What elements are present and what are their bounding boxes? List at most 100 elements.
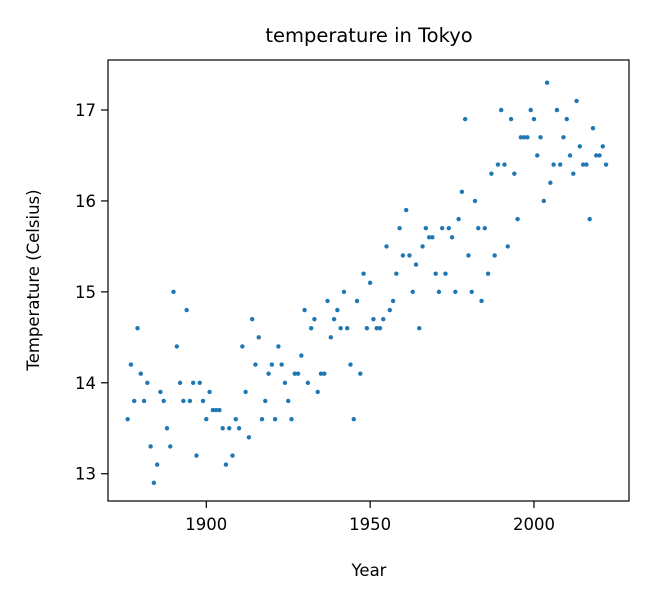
data-point — [292, 371, 297, 376]
data-point — [256, 335, 261, 340]
data-point — [515, 216, 520, 222]
data-point — [263, 398, 268, 404]
data-point — [407, 253, 412, 258]
data-point — [227, 426, 232, 431]
data-point — [584, 162, 589, 167]
data-point — [354, 298, 360, 304]
data-point — [207, 389, 212, 395]
data-point — [462, 116, 468, 122]
data-point — [403, 207, 409, 213]
data-point — [597, 153, 602, 158]
data-point — [381, 316, 386, 322]
data-point — [433, 271, 438, 276]
data-point — [521, 135, 527, 140]
data-point — [190, 380, 196, 385]
data-point — [364, 326, 370, 331]
data-point — [158, 389, 163, 395]
data-point — [312, 316, 317, 322]
data-point — [603, 162, 609, 167]
data-point — [557, 162, 563, 167]
data-point — [289, 416, 294, 422]
data-point — [305, 380, 311, 385]
data-point — [508, 116, 514, 122]
data-point — [246, 435, 252, 440]
data-point — [335, 307, 340, 313]
data-point — [154, 462, 160, 467]
y-tick-label: 16 — [75, 192, 96, 211]
data-point — [171, 289, 176, 295]
data-point — [544, 80, 550, 85]
data-point — [594, 153, 599, 158]
data-point — [276, 344, 281, 349]
data-point — [580, 162, 586, 167]
data-point — [194, 453, 199, 458]
data-point — [135, 326, 140, 331]
data-point — [505, 244, 510, 249]
y-tick-label: 14 — [75, 374, 96, 393]
data-point — [302, 307, 307, 313]
data-point — [489, 171, 494, 176]
data-point — [367, 280, 373, 285]
x-tick-label: 1950 — [349, 515, 391, 534]
data-point — [318, 371, 324, 376]
data-point — [132, 398, 137, 404]
data-point — [249, 316, 255, 322]
data-point — [466, 253, 471, 258]
y-tick-label: 17 — [75, 101, 96, 120]
data-point — [485, 271, 491, 276]
data-point — [551, 162, 556, 167]
y-axis-label: Temperature (Celsius) — [24, 189, 43, 371]
data-point — [446, 226, 451, 231]
data-point — [282, 380, 288, 385]
data-point — [574, 98, 579, 104]
data-point — [299, 353, 304, 358]
data-point — [499, 107, 504, 113]
data-point — [571, 171, 576, 176]
data-point — [400, 253, 406, 258]
plot-frame — [107, 59, 630, 502]
data-point — [361, 271, 366, 276]
data-point — [397, 226, 402, 231]
data-point — [440, 226, 445, 231]
y-tick-label: 15 — [75, 283, 96, 302]
data-point — [295, 371, 301, 376]
data-point — [413, 262, 419, 267]
data-point — [384, 244, 389, 249]
y-tick-label: 13 — [75, 465, 96, 484]
data-point — [495, 162, 501, 167]
data-point — [528, 107, 533, 113]
data-point — [233, 416, 238, 422]
data-point — [279, 362, 284, 367]
data-point — [420, 244, 425, 249]
data-point — [230, 453, 235, 458]
data-point — [259, 416, 265, 422]
data-point — [345, 326, 350, 331]
data-point — [177, 380, 183, 385]
data-point — [217, 407, 222, 413]
data-point — [141, 398, 147, 404]
data-point — [541, 198, 547, 204]
data-point — [538, 135, 543, 140]
data-point — [253, 362, 258, 367]
data-point — [548, 180, 553, 185]
data-point — [204, 416, 209, 422]
data-point — [351, 416, 356, 422]
data-point — [600, 144, 605, 149]
data-point — [338, 326, 343, 331]
data-point — [200, 398, 206, 404]
data-point — [525, 135, 530, 140]
data-point — [286, 398, 291, 404]
x-tick-label: 2000 — [513, 515, 555, 534]
data-point — [587, 216, 592, 222]
data-point — [387, 307, 392, 313]
data-point — [341, 289, 347, 295]
data-point — [469, 289, 474, 295]
data-point — [331, 316, 337, 322]
data-point — [138, 371, 143, 376]
data-point — [174, 344, 180, 349]
data-point — [197, 380, 202, 385]
data-point — [213, 407, 219, 413]
data-point — [125, 416, 130, 422]
data-point — [479, 298, 484, 304]
data-point — [518, 135, 524, 140]
